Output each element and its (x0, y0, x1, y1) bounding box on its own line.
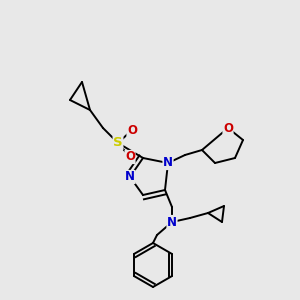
Text: O: O (127, 124, 137, 136)
Text: S: S (113, 136, 123, 149)
Text: O: O (125, 151, 135, 164)
Text: N: N (125, 170, 135, 184)
Text: N: N (167, 215, 177, 229)
Text: O: O (223, 122, 233, 134)
Text: N: N (163, 157, 173, 169)
